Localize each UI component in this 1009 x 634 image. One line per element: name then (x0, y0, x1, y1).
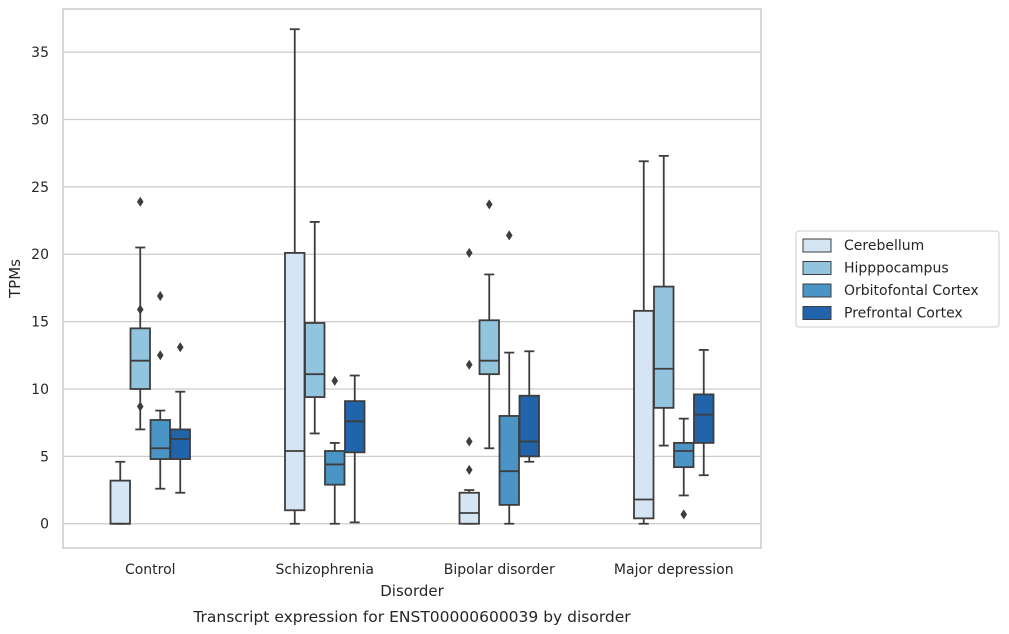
legend-item: Cerebellum (802, 238, 924, 254)
box (653, 285, 675, 409)
legend-frame (795, 230, 1000, 328)
outlier-point (176, 342, 184, 353)
box (304, 322, 326, 398)
legend: Cerebellum Hipppocampus Orbitofontal Corte… (795, 230, 1000, 328)
chart-caption: Transcript expression for ENST0000060003… (192, 608, 631, 626)
x-tick-label: Bipolar disorder (444, 562, 555, 578)
y-tick-label: 30 (31, 112, 49, 128)
box (324, 450, 346, 486)
y-tick-label: 20 (31, 247, 49, 263)
outlier-point (156, 291, 164, 302)
box-group (518, 350, 540, 463)
x-axis-label: Disorder (380, 582, 444, 600)
x-axis-ticks: Control Schizophrenia Bipolar disorder Majo… (125, 562, 734, 578)
box-group (284, 28, 306, 525)
y-tick-label: 5 (40, 449, 49, 465)
outlier-point (465, 436, 473, 447)
legend-label: Cerebellum (844, 238, 924, 254)
legend-swatch (802, 306, 832, 320)
legend-item: Prefrontal Cortex (802, 306, 963, 322)
box-group (673, 417, 695, 520)
plot-frame (62, 8, 762, 549)
legend-label: Orbitofontal Cortex (844, 283, 979, 299)
box (518, 394, 540, 458)
box (129, 327, 151, 390)
outlier-point (465, 359, 473, 370)
y-tick-label: 0 (40, 517, 49, 533)
box-group (109, 460, 131, 525)
outlier-point (156, 350, 164, 361)
y-tick-label: 25 (31, 180, 49, 196)
outlier-point (680, 509, 688, 520)
box (458, 491, 480, 525)
box-group (478, 199, 500, 450)
box-group (149, 291, 171, 490)
x-tick-label: Control (125, 562, 176, 578)
box-group (129, 196, 151, 431)
outlier-point (485, 199, 493, 210)
box (673, 441, 695, 469)
outlier-point (505, 230, 513, 241)
box (633, 309, 655, 520)
x-tick-label: Major depression (614, 562, 734, 578)
box-plot-area (109, 28, 715, 525)
box-group (304, 221, 326, 435)
box-group (653, 154, 675, 447)
box (693, 393, 715, 444)
legend-swatch (802, 261, 832, 275)
legend-swatch (802, 283, 832, 298)
legend-label: Hipppocampus (844, 261, 949, 277)
box-group (693, 349, 715, 477)
box (344, 400, 366, 454)
outlier-point (465, 247, 473, 258)
box-group (633, 160, 655, 525)
box (498, 415, 520, 506)
y-tick-label: 15 (31, 315, 49, 331)
box-group (344, 374, 366, 524)
outlier-point (331, 375, 339, 386)
box (284, 251, 306, 512)
box (109, 479, 131, 525)
outlier-point (136, 401, 144, 412)
legend-swatch (802, 238, 832, 253)
box (169, 428, 191, 460)
x-tick-label: Schizophrenia (276, 562, 374, 578)
legend-item: Orbitofontal Cortex (802, 283, 979, 299)
legend-item: Hipppocampus (802, 261, 949, 277)
box-group (498, 230, 520, 525)
box (478, 319, 500, 376)
y-axis-label: TPMs (6, 259, 24, 299)
outlier-point (136, 304, 144, 315)
outlier-point (465, 464, 473, 475)
y-axis-ticks: 0 5 10 15 20 25 30 35 (31, 45, 49, 533)
legend-label: Prefrontal Cortex (844, 306, 963, 322)
y-tick-label: 35 (31, 45, 49, 61)
y-tick-label: 10 (31, 382, 49, 398)
outlier-point (136, 196, 144, 207)
box-group (324, 375, 346, 525)
box-group (169, 342, 191, 494)
box-group (458, 247, 480, 525)
box (149, 419, 171, 460)
